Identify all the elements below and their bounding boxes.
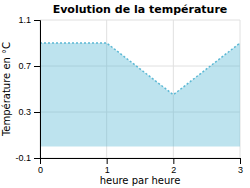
- y-tick: 1.1: [18, 15, 40, 25]
- y-axis-title: Température en °C: [1, 42, 12, 137]
- x-tick: 1: [105, 158, 110, 175]
- y-tick-mark: [34, 66, 40, 67]
- y-tick-label: -0.1: [15, 153, 31, 163]
- y-tick: 0.7: [18, 61, 40, 71]
- x-tick: 2: [171, 158, 176, 175]
- y-tick-mark: [34, 20, 40, 21]
- line: [40, 43, 240, 95]
- title: Evolution de la température: [53, 3, 228, 16]
- y-tick-label: 0.7: [18, 61, 31, 71]
- x-tick-mark: [173, 158, 174, 164]
- y-axis-line: [34, 21, 41, 159]
- y-tick: 0.3: [18, 107, 40, 117]
- grid: [40, 20, 240, 158]
- x-tick-label: 3: [238, 165, 243, 175]
- marks: [40, 43, 240, 147]
- x-axis-title: heure par heure: [100, 175, 181, 186]
- x-tick-label: 0: [38, 165, 43, 175]
- chart: 0 1 2 3 -0.1 0.3 0.7 1.1 Evolution de la tempéra…: [0, 0, 250, 188]
- y-tick-mark: [34, 158, 40, 159]
- y-tick: -0.1: [15, 153, 40, 163]
- area: [40, 43, 240, 147]
- y-tick-label: 0.3: [18, 107, 31, 117]
- plot: 0 1 2 3 -0.1 0.3 0.7 1.1: [15, 15, 243, 175]
- x-tick-label: 1: [105, 165, 110, 175]
- x-tick: 0: [38, 158, 43, 175]
- y-axis: -0.1 0.3 0.7 1.1: [15, 15, 40, 163]
- x-tick-label: 2: [171, 165, 176, 175]
- y-tick-label: 1.1: [18, 15, 31, 25]
- x-tick: 3: [238, 158, 243, 175]
- y-tick-mark: [34, 112, 40, 113]
- x-axis-line: [41, 159, 241, 165]
- x-axis: 0 1 2 3: [38, 158, 243, 175]
- x-tick-mark: [107, 158, 108, 164]
- grid-line: [40, 20, 240, 21]
- x-tick-mark: [240, 158, 241, 164]
